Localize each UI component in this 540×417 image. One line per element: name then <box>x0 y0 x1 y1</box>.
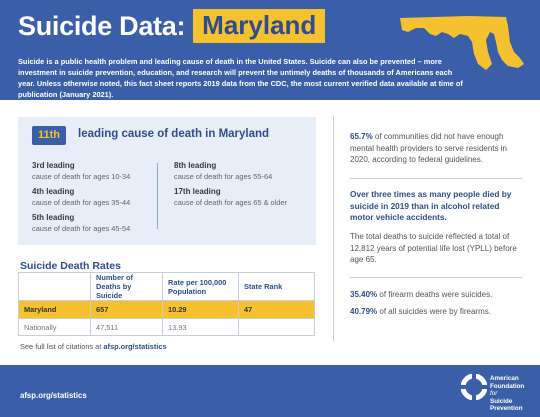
org-name-line: Foundation <box>490 382 525 390</box>
leading-item-label: 5th leading <box>32 213 75 222</box>
org-name-line: for <box>490 390 498 398</box>
leading-item: 8th leading cause of death for ages 55-6… <box>174 160 314 182</box>
panel-divider <box>157 163 158 229</box>
table-cell: 47 <box>238 300 315 319</box>
stat-vehicle-comparison: Over three times as many people died by … <box>350 189 512 222</box>
state-rank-badge: 11th <box>32 126 66 145</box>
stat-text: of all suicides were by firearms. <box>377 307 491 316</box>
rates-section-title: Suicide Death Rates <box>20 260 121 272</box>
footer-org-name: American Foundation for Suicide Preventi… <box>490 375 538 413</box>
table-cell: 13.93 <box>162 318 239 336</box>
footer-link[interactable]: afsp.org/statistics <box>20 391 87 400</box>
table-cell: 47,511 <box>90 318 163 336</box>
leading-item-label: 8th leading <box>174 161 217 170</box>
table-row: Maryland 657 10.29 47 <box>18 300 315 319</box>
maryland-map-icon <box>400 16 524 70</box>
leading-item-desc: cause of death for ages 55-64 <box>174 172 273 181</box>
leading-item-desc: cause of death for ages 45-54 <box>32 224 131 233</box>
title-text: Suicide Data: <box>18 10 186 41</box>
table-header-cell: State Rank <box>238 272 315 301</box>
citation-prefix: See full list of citations at <box>20 342 104 351</box>
page-title: Suicide Data: Maryland <box>18 9 326 43</box>
footer-banner <box>0 365 540 417</box>
table-header-cell <box>18 272 91 301</box>
stat-suicides-by-firearm: 40.79% of all suicides were by firearms. <box>350 306 525 318</box>
citation-link[interactable]: afsp.org/statistics <box>103 342 167 351</box>
stat-percent: 40.79% <box>350 307 378 316</box>
stat-firearm-suicides: 35.40% of firearm deaths were suicides. <box>350 289 525 301</box>
leading-item: 3rd leading cause of death for ages 10-3… <box>32 160 172 182</box>
leading-item: 4th leading cause of death for ages 35-4… <box>32 186 172 208</box>
table-header-cell: Number of Deaths by Suicide <box>90 272 163 301</box>
stat-divider <box>350 277 522 278</box>
leading-item-desc: cause of death for ages 35-44 <box>32 198 131 207</box>
org-name-line: American <box>490 375 519 382</box>
stat-text: of communities did not have enough menta… <box>350 132 507 164</box>
stat-percent: 65.7% <box>350 132 373 141</box>
org-name-line: Prevention <box>490 405 523 413</box>
table-cell: 657 <box>90 300 163 319</box>
leading-item-label: 17th leading <box>174 187 221 196</box>
leading-item-label: 3rd leading <box>32 161 75 170</box>
stat-divider <box>350 178 522 179</box>
leading-item: 17th leading cause of death for ages 65 … <box>174 186 314 208</box>
table-cell <box>238 318 315 336</box>
stat-percent: 35.40% <box>350 290 378 299</box>
table-cell: 10.29 <box>162 300 239 319</box>
leading-item-desc: cause of death for ages 10-34 <box>32 172 131 181</box>
table-header-cell: Rate per 100,000 Population <box>162 272 239 301</box>
afsp-lifebuoy-logo-icon <box>461 374 487 400</box>
state-name-badge: Maryland <box>193 9 326 43</box>
intro-paragraph: Suicide is a public health problem and l… <box>18 57 463 99</box>
leading-item-label: 4th leading <box>32 187 75 196</box>
leading-item-desc: cause of death for ages 65 & older <box>174 198 287 207</box>
table-cell: Nationally <box>18 318 91 336</box>
stat-mental-health-providers: 65.7% of communities did not have enough… <box>350 131 525 166</box>
leading-item: 5th leading cause of death for ages 45-5… <box>32 212 172 234</box>
column-divider <box>333 116 334 341</box>
table-row: Nationally 47,511 13.93 <box>18 318 315 336</box>
table-header-row: Number of Deaths by Suicide Rate per 100… <box>18 272 315 301</box>
leading-cause-panel <box>18 117 316 245</box>
stat-ypll: The total deaths to suicide reflected a … <box>350 232 517 264</box>
table-cell: Maryland <box>18 300 91 319</box>
leading-cause-title: leading cause of death in Maryland <box>78 128 270 140</box>
org-name-line: Suicide <box>490 397 513 405</box>
stat-text: of firearm deaths were suicides. <box>377 290 493 299</box>
citation-note: See full list of citations at afsp.org/s… <box>20 342 167 351</box>
death-rates-table: Number of Deaths by Suicide Rate per 100… <box>18 272 315 336</box>
